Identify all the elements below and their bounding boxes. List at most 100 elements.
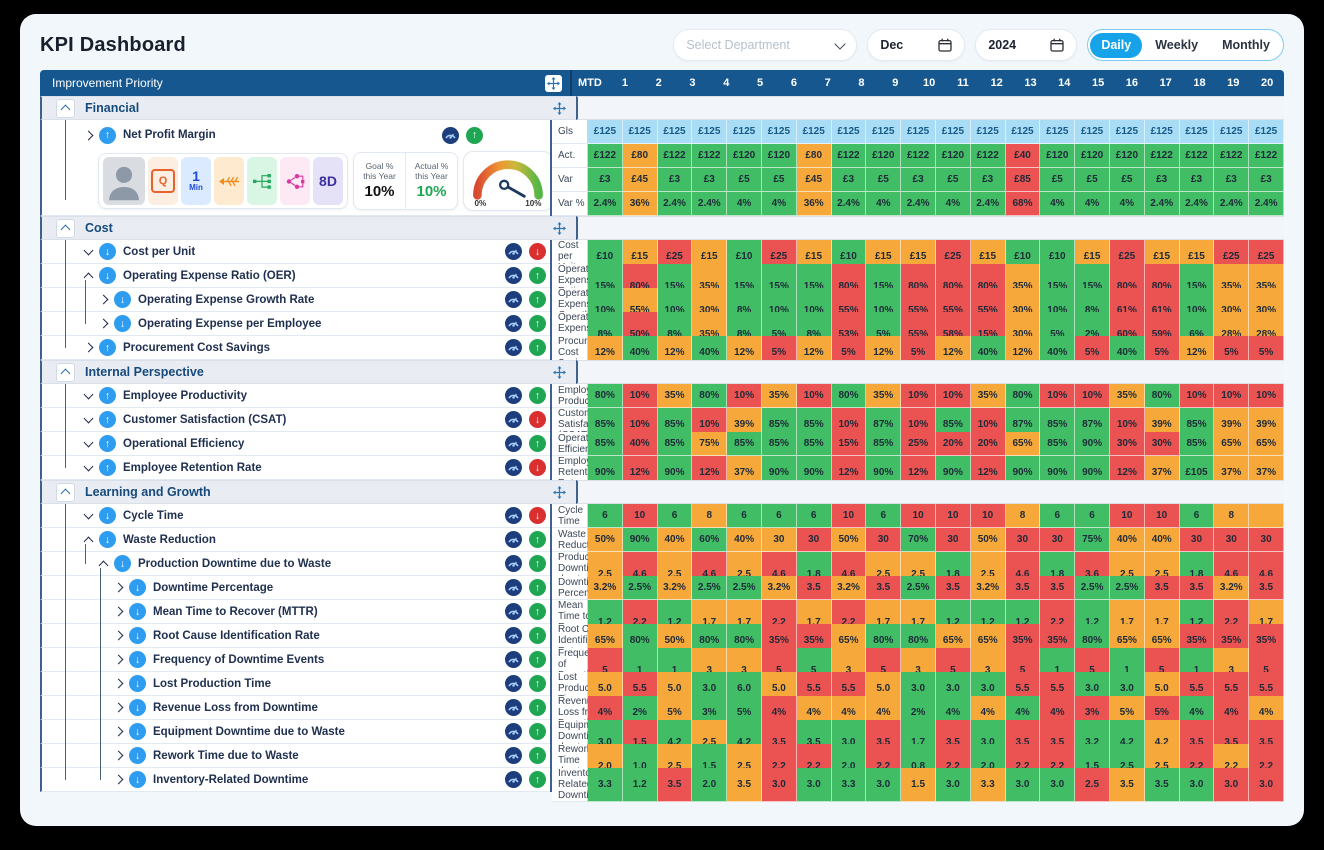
kpi-row: ↑ Operational Efficiency ↑ Operational Effi… (40, 432, 1284, 456)
gauge-icon[interactable] (505, 387, 522, 404)
goal-percent-value: 10% (364, 183, 395, 200)
chevron-down-icon[interactable] (83, 437, 94, 448)
data-row: Operating Expense Growth Rate10%55%10%30… (550, 288, 1284, 333)
data-cell: 85% (761, 432, 797, 456)
chevron-up-icon (60, 224, 71, 235)
chevron-down-icon[interactable] (83, 389, 94, 400)
kpi-tree-cell: ↓ Cycle Time ↓ (40, 504, 550, 528)
gauge-icon[interactable] (505, 579, 522, 596)
gauge-icon[interactable] (505, 771, 522, 788)
data-row: Var % 2.4% 36% 2.4% 2.4% 4% 4% 36% 2.4% 4% 2.4% 4% 2… (552, 192, 1284, 216)
year-picker[interactable]: 2024 (975, 29, 1078, 61)
data-cell: £125 (866, 120, 902, 144)
data-cell: 4% (866, 192, 902, 216)
data-cell: 2.5% (622, 576, 658, 600)
day-column-header: 3 (689, 77, 696, 89)
gauge-icon[interactable] (505, 747, 522, 764)
chevron-right-icon[interactable] (98, 318, 109, 329)
chevron-right-icon[interactable] (113, 702, 124, 713)
move-icon[interactable] (545, 74, 562, 92)
chevron-right-icon[interactable] (83, 130, 94, 140)
department-placeholder: Select Department (686, 38, 790, 52)
gauge-icon[interactable] (505, 507, 522, 524)
view-toggle-monthly[interactable]: Monthly (1222, 38, 1270, 52)
fishbone-diagram-icon[interactable] (214, 157, 244, 205)
data-cell: £120 (1040, 144, 1076, 168)
chevron-down-icon[interactable] (83, 461, 94, 472)
chevron-right-icon[interactable] (98, 294, 109, 305)
move-icon[interactable] (553, 221, 566, 235)
move-icon[interactable] (553, 485, 566, 499)
eight-d-icon[interactable]: 8D (313, 157, 343, 205)
section-header-spacer (576, 480, 1284, 504)
one-minute-icon[interactable]: 1 Min (181, 157, 211, 205)
collapse-button[interactable] (56, 98, 75, 118)
collapse-button[interactable] (56, 362, 75, 382)
gauge-icon[interactable] (505, 627, 522, 644)
move-icon[interactable] (553, 101, 566, 115)
data-cell: 80% (1005, 384, 1041, 408)
chevron-right-icon[interactable] (113, 630, 124, 641)
kpi-direction-down-icon: ↓ (129, 771, 146, 788)
gauge-icon[interactable] (505, 435, 522, 452)
gauge-icon[interactable] (505, 243, 522, 260)
gauge-icon[interactable] (505, 603, 522, 620)
data-cell: 10% (622, 384, 658, 408)
view-toggle-weekly[interactable]: Weekly (1155, 38, 1199, 52)
data-row: Cycle Time 6 10 6 8 6 6 6 10 6 10 10 10 8 6 6 10 10 6 8 (550, 504, 1284, 528)
data-cell: 2.4% (1144, 192, 1180, 216)
chevron-right-icon[interactable] (83, 342, 94, 353)
gauge-icon[interactable] (505, 267, 522, 284)
gauge-icon[interactable] (505, 699, 522, 716)
kpi-label: Employee Retention Rate (123, 461, 262, 474)
month-picker[interactable]: Dec (867, 29, 966, 61)
chevron-right-icon[interactable] (113, 750, 124, 761)
tree-guide-line (100, 568, 101, 780)
chevron-right-icon[interactable] (113, 726, 124, 737)
department-select[interactable]: Select Department (673, 29, 858, 61)
gauge-icon[interactable] (505, 315, 522, 332)
data-cell: £125 (1179, 120, 1215, 144)
kpi-direction-down-icon: ↓ (129, 723, 146, 740)
gauge-icon[interactable] (505, 459, 522, 476)
chevron-right-icon[interactable] (113, 678, 124, 689)
avatar-icon[interactable] (103, 157, 145, 205)
gauge-icon[interactable] (505, 675, 522, 692)
data-cell: £125 (1040, 120, 1076, 144)
day-column-header: 17 (1159, 77, 1172, 89)
gauge-icon[interactable] (442, 126, 459, 144)
data-row: Employee Retention Rate90%12%90%12%37%90… (550, 456, 1284, 490)
chevron-right-icon[interactable] (113, 774, 124, 785)
gauge-icon[interactable] (505, 555, 522, 572)
data-row: Operating Expense per Employee8%50%8%35%… (550, 312, 1284, 357)
kpi-row: ↓ Production Downtime due to Waste ↑ Produc… (40, 552, 1284, 597)
kpi-label: Lost Production Time (153, 677, 271, 690)
collapse-button[interactable] (56, 218, 75, 238)
chevron-down-icon (834, 37, 846, 50)
gauge-icon[interactable] (505, 291, 522, 308)
kpi-row: ↑ Customer Satisfaction (CSAT) ↓ Customer S… (40, 408, 1284, 442)
chevron-right-icon[interactable] (113, 582, 124, 593)
collapse-button[interactable] (56, 482, 75, 502)
data-cell: 3.3 (831, 768, 867, 802)
gauge-icon[interactable] (505, 531, 522, 548)
chevron-down-icon[interactable] (83, 509, 94, 520)
gauge-icon[interactable] (505, 651, 522, 668)
chevron-right-icon[interactable] (113, 606, 124, 617)
kpi-tree-cell: ↓ Lost Production Time ↑ (40, 672, 550, 696)
quality-q-icon[interactable]: Q (148, 157, 178, 205)
kpi-row: ↑ Employee Retention Rate ↓ Employee Retent… (40, 456, 1284, 490)
gauge-icon[interactable] (505, 411, 522, 428)
tree-diagram-icon[interactable] (247, 157, 277, 205)
view-toggle-daily[interactable]: Daily (1090, 32, 1143, 58)
chevron-down-icon[interactable] (83, 413, 94, 424)
data-cell: 30 (796, 528, 832, 552)
gauge-icon[interactable] (505, 723, 522, 740)
view-toggle: Daily Weekly Monthly (1087, 29, 1284, 61)
chevron-right-icon[interactable] (113, 654, 124, 665)
move-icon[interactable] (553, 365, 566, 379)
data-cell: 8 (1005, 504, 1041, 528)
chevron-down-icon[interactable] (83, 245, 94, 256)
gauge-icon[interactable] (505, 339, 522, 356)
process-map-icon[interactable] (280, 157, 310, 205)
